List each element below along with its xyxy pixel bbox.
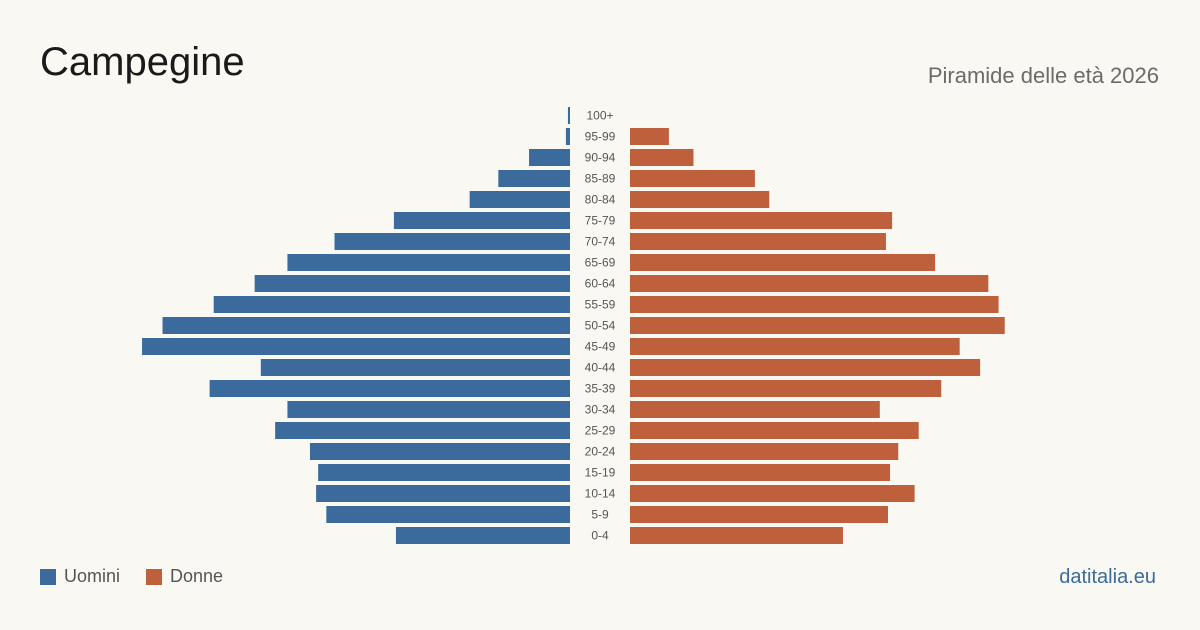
age-label-80-84: 80-84 bbox=[585, 193, 616, 207]
bar-women-45-49 bbox=[630, 338, 960, 355]
age-label-95-99: 95-99 bbox=[585, 130, 616, 144]
bar-men-80-84 bbox=[469, 191, 570, 208]
bar-men-50-54 bbox=[162, 317, 570, 334]
age-label-75-79: 75-79 bbox=[585, 214, 616, 228]
bar-men-70-74 bbox=[334, 233, 570, 250]
age-label-100+: 100+ bbox=[586, 109, 613, 123]
age-label-85-89: 85-89 bbox=[585, 172, 616, 186]
chart-subtitle: Piramide delle età 2026 bbox=[927, 63, 1159, 88]
bar-women-0-4 bbox=[630, 527, 843, 544]
age-label-50-54: 50-54 bbox=[585, 319, 616, 333]
legend-item-men: Uomini bbox=[40, 566, 120, 587]
bar-women-5-9 bbox=[630, 506, 888, 523]
bar-women-20-24 bbox=[630, 443, 899, 460]
age-label-30-34: 30-34 bbox=[585, 403, 616, 417]
bar-men-5-9 bbox=[326, 506, 570, 523]
age-label-65-69: 65-69 bbox=[585, 256, 616, 270]
age-label-45-49: 45-49 bbox=[585, 340, 616, 354]
age-label-60-64: 60-64 bbox=[585, 277, 616, 291]
bar-women-15-19 bbox=[630, 464, 891, 481]
age-label-10-14: 10-14 bbox=[585, 487, 616, 501]
legend-item-women: Donne bbox=[146, 566, 223, 587]
age-label-0-4: 0-4 bbox=[591, 529, 609, 543]
age-label-5-9: 5-9 bbox=[591, 508, 609, 522]
bar-men-40-44 bbox=[260, 359, 570, 376]
bar-men-60-64 bbox=[254, 275, 570, 292]
legend-label-men: Uomini bbox=[64, 566, 121, 586]
age-label-90-94: 90-94 bbox=[585, 151, 616, 165]
legend-label-women: Donne bbox=[170, 566, 224, 586]
bar-men-10-14 bbox=[316, 485, 570, 502]
brand-link[interactable]: datitalia.eu bbox=[1059, 566, 1156, 588]
bar-men-65-69 bbox=[287, 254, 570, 271]
bar-men-85-89 bbox=[498, 170, 570, 187]
bar-women-70-74 bbox=[630, 233, 886, 250]
bar-women-85-89 bbox=[630, 170, 755, 187]
age-label-40-44: 40-44 bbox=[585, 361, 616, 375]
bar-men-0-4 bbox=[395, 527, 570, 544]
bar-men-95-99 bbox=[565, 128, 570, 145]
bar-women-50-54 bbox=[630, 317, 1005, 334]
bar-women-10-14 bbox=[630, 485, 915, 502]
bar-women-90-94 bbox=[630, 149, 694, 166]
bar-men-55-59 bbox=[213, 296, 570, 313]
age-label-15-19: 15-19 bbox=[585, 466, 616, 480]
age-label-55-59: 55-59 bbox=[585, 298, 616, 312]
legend-swatch-men bbox=[40, 568, 56, 585]
bar-women-65-69 bbox=[630, 254, 936, 271]
legend: Uomini Donne bbox=[40, 566, 249, 587]
bar-women-30-34 bbox=[630, 401, 880, 418]
bar-men-15-19 bbox=[318, 464, 570, 481]
bar-women-95-99 bbox=[630, 128, 669, 145]
age-label-25-29: 25-29 bbox=[585, 424, 616, 438]
bar-women-75-79 bbox=[630, 212, 893, 229]
bar-men-45-49 bbox=[142, 338, 571, 355]
chart-title: Campegine bbox=[40, 40, 245, 84]
bar-women-35-39 bbox=[630, 380, 942, 397]
bar-women-25-29 bbox=[630, 422, 919, 439]
bar-men-20-24 bbox=[309, 443, 570, 460]
bar-men-35-39 bbox=[209, 380, 570, 397]
bar-women-55-59 bbox=[630, 296, 999, 313]
bar-women-40-44 bbox=[630, 359, 981, 376]
bar-men-100+ bbox=[567, 107, 570, 124]
bar-men-30-34 bbox=[287, 401, 570, 418]
age-label-35-39: 35-39 bbox=[585, 382, 616, 396]
age-label-20-24: 20-24 bbox=[585, 445, 616, 459]
bar-men-25-29 bbox=[275, 422, 570, 439]
age-label-70-74: 70-74 bbox=[585, 235, 616, 249]
bar-men-75-79 bbox=[393, 212, 570, 229]
bar-men-90-94 bbox=[529, 149, 570, 166]
bar-women-80-84 bbox=[630, 191, 770, 208]
legend-swatch-women bbox=[146, 568, 163, 585]
bar-women-60-64 bbox=[630, 275, 989, 292]
